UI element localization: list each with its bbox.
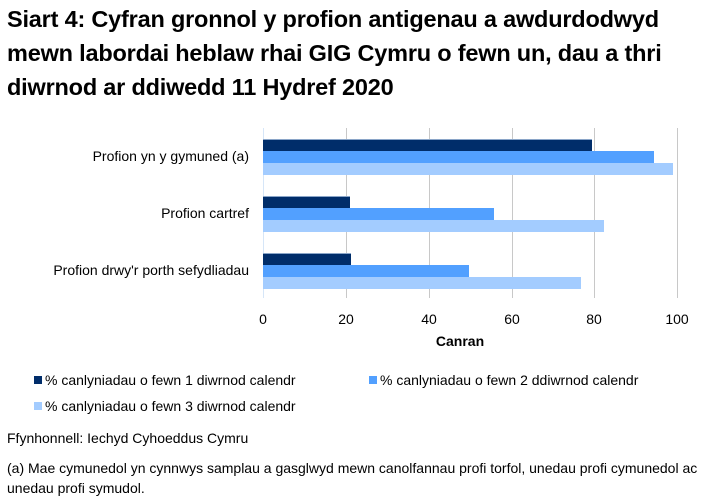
legend-swatch-3day xyxy=(34,402,42,410)
category-label-portal: Profion drwy'r porth sefydliadau xyxy=(53,262,249,278)
bar-portal-1day xyxy=(263,253,352,265)
legend-item-3day: % canlyniadau o fewn 3 diwrnod calendr xyxy=(34,398,296,414)
category-label-community: Profion yn y gymuned (a) xyxy=(92,148,249,164)
x-tick-0: 0 xyxy=(259,311,267,327)
x-tick-40: 40 xyxy=(421,311,437,327)
x-tick-80: 80 xyxy=(586,311,602,327)
bar-community-1day xyxy=(263,139,593,151)
chart-title: Siart 4: Cyfran gronnol y profion antige… xyxy=(7,6,662,100)
footnote: (a) Mae cymunedol yn cynnwys samplau a g… xyxy=(7,460,698,496)
legend-label-3day: % canlyniadau o fewn 3 diwrnod calendr xyxy=(45,398,296,414)
x-tick-100: 100 xyxy=(665,311,689,327)
gridline-60 xyxy=(512,128,513,298)
gridline-100 xyxy=(677,128,678,298)
bar-home-3day xyxy=(263,220,604,232)
bar-portal-2day xyxy=(263,265,470,277)
x-axis-label: Canran xyxy=(435,333,485,349)
legend-swatch-2day xyxy=(369,376,377,384)
x-tick-20: 20 xyxy=(338,311,354,327)
bar-portal-3day xyxy=(263,277,581,289)
bar-community-3day xyxy=(263,163,673,175)
legend-item-2day: % canlyniadau o fewn 2 ddiwrnod calendr xyxy=(369,372,638,388)
legend-label-1day: % canlyniadau o fewn 1 diwrnod calendr xyxy=(45,372,296,388)
gridline-80 xyxy=(594,128,595,298)
legend-swatch-1day xyxy=(34,376,42,384)
bar-home-1day xyxy=(263,196,350,208)
plot-area xyxy=(263,128,678,298)
category-label-home: Profion cartref xyxy=(161,205,249,221)
source-text: Ffynhonnell: Iechyd Cyhoeddus Cymru xyxy=(7,430,249,446)
legend-label-2day: % canlyniadau o fewn 2 ddiwrnod calendr xyxy=(380,372,639,388)
bar-home-2day xyxy=(263,208,495,220)
bar-community-2day xyxy=(263,151,654,163)
x-tick-60: 60 xyxy=(504,311,520,327)
legend-item-1day: % canlyniadau o fewn 1 diwrnod calendr xyxy=(34,372,296,388)
